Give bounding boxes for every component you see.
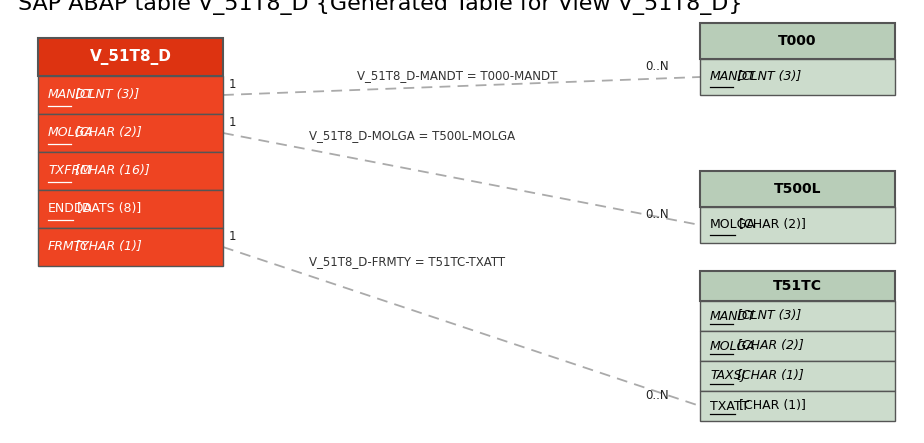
- Text: 1: 1: [229, 116, 237, 129]
- Text: T500L: T500L: [773, 182, 821, 196]
- Bar: [700, 361, 895, 391]
- Bar: [700, 271, 895, 301]
- Text: [CHAR (2)]: [CHAR (2)]: [734, 339, 804, 353]
- Text: V_51T8_D-MOLGA = T500L-MOLGA: V_51T8_D-MOLGA = T500L-MOLGA: [309, 128, 515, 142]
- Text: TAXSJ: TAXSJ: [710, 369, 746, 382]
- Bar: [38, 152, 223, 190]
- Text: MOLGA: MOLGA: [710, 339, 756, 353]
- Text: MOLGA: MOLGA: [710, 218, 756, 232]
- Text: SAP ABAP table V_51T8_D {Generated Table for View V_51T8_D}: SAP ABAP table V_51T8_D {Generated Table…: [18, 0, 743, 15]
- Text: V_51T8_D-FRMTY = T51TC-TXATT: V_51T8_D-FRMTY = T51TC-TXATT: [309, 255, 505, 268]
- Text: ENDDA: ENDDA: [48, 202, 92, 215]
- Text: MOLGA: MOLGA: [48, 127, 93, 140]
- Text: FRMTY: FRMTY: [48, 241, 90, 253]
- Bar: [700, 207, 895, 243]
- Text: [CLNT (3)]: [CLNT (3)]: [71, 89, 140, 101]
- Text: [DATS (8)]: [DATS (8)]: [73, 202, 141, 215]
- Text: V_51T8_D-MANDT = T000-MANDT: V_51T8_D-MANDT = T000-MANDT: [357, 69, 557, 82]
- Text: [CHAR (2)]: [CHAR (2)]: [71, 127, 142, 140]
- Text: V_51T8_D: V_51T8_D: [90, 49, 172, 65]
- Bar: [38, 114, 223, 152]
- Bar: [700, 59, 895, 95]
- Bar: [38, 190, 223, 228]
- Bar: [700, 171, 895, 207]
- Bar: [700, 301, 895, 331]
- Text: 1: 1: [229, 78, 237, 91]
- Bar: [38, 76, 223, 114]
- Text: [CHAR (1)]: [CHAR (1)]: [736, 400, 806, 412]
- Text: TXFRM: TXFRM: [48, 164, 91, 178]
- Text: [CHAR (16)]: [CHAR (16)]: [71, 164, 150, 178]
- Bar: [38, 228, 223, 266]
- Bar: [38, 38, 223, 76]
- Text: [CHAR (1)]: [CHAR (1)]: [71, 241, 142, 253]
- Text: [CLNT (3)]: [CLNT (3)]: [734, 310, 802, 323]
- Text: [CHAR (2)]: [CHAR (2)]: [736, 218, 806, 232]
- Bar: [700, 23, 895, 59]
- Text: MANDT: MANDT: [48, 89, 94, 101]
- Bar: [700, 391, 895, 421]
- Text: MANDT: MANDT: [710, 310, 756, 323]
- Text: [CLNT (3)]: [CLNT (3)]: [734, 70, 802, 83]
- Text: T000: T000: [778, 34, 817, 48]
- Text: MANDT: MANDT: [710, 70, 756, 83]
- Text: 0..N: 0..N: [645, 208, 669, 221]
- Text: [CHAR (1)]: [CHAR (1)]: [734, 369, 804, 382]
- Text: TXATT: TXATT: [710, 400, 749, 412]
- Text: 1: 1: [229, 230, 237, 243]
- Text: 0..N: 0..N: [645, 389, 669, 402]
- Text: T51TC: T51TC: [773, 279, 822, 293]
- Bar: [700, 331, 895, 361]
- Text: 0..N: 0..N: [645, 60, 669, 73]
